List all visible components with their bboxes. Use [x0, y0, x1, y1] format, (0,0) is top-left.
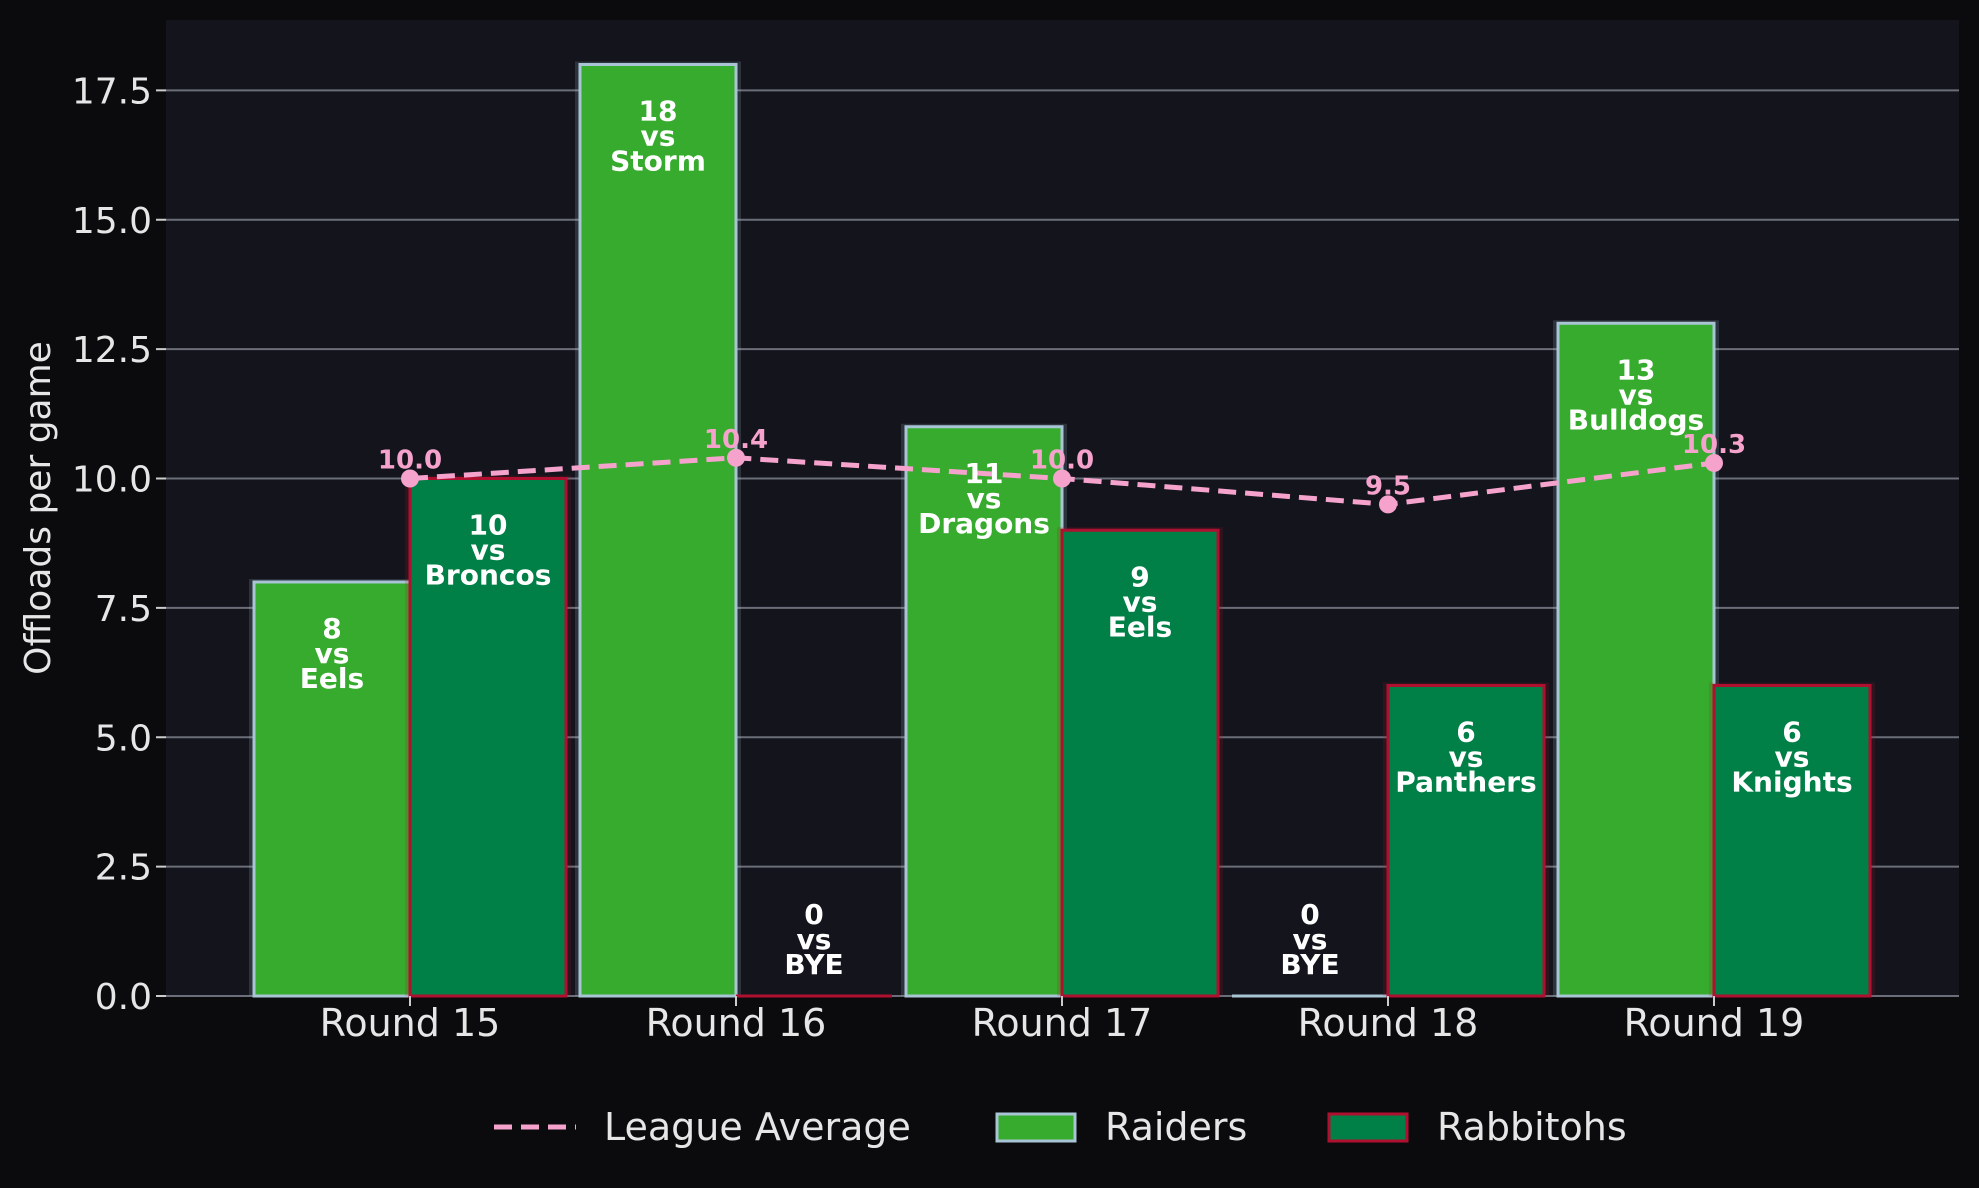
bar-value-label: Broncos	[425, 559, 552, 592]
bar-value-label: Eels	[1108, 610, 1172, 643]
legend: League Average Raiders Rabbitohs	[494, 1105, 1627, 1149]
bar-value-label: Bulldogs	[1568, 403, 1704, 436]
league-average-value-label: 10.0	[378, 446, 442, 476]
league-average-value-label: 10.3	[1682, 430, 1746, 460]
x-tick-label: Round 18	[1298, 1001, 1479, 1045]
league-average-point	[1379, 495, 1397, 514]
bar-value-label: 0	[804, 898, 823, 931]
bar-raiders-round-17	[904, 425, 1064, 998]
league-average-point	[1053, 469, 1071, 488]
bar-value-label: 11	[965, 457, 1004, 490]
bar-value-label: 8	[322, 612, 341, 645]
x-axis-ticks: Round 15 Round 16 Round 17 Round 18 Round 19	[320, 996, 1805, 1045]
y-tick-label: 15.0	[72, 201, 152, 242]
legend-rabbitohs-label: Rabbitohs	[1437, 1105, 1627, 1149]
bar-value-label: vs	[641, 120, 676, 153]
bar-value-label: 18	[639, 95, 678, 128]
bar-value-label: 6	[1782, 716, 1801, 749]
bar-value-label: Dragons	[918, 507, 1050, 540]
bar-labels: 8vsEels10vsBroncos18vsStorm0vsBYE11vsDra…	[300, 95, 1853, 982]
legend-raiders-swatch	[995, 1112, 1077, 1143]
y-tick-label: 12.5	[72, 330, 152, 371]
bar-value-label: BYE	[1280, 948, 1339, 981]
bar-value-label: vs	[967, 482, 1002, 515]
bar-value-label: 6	[1456, 716, 1475, 749]
bar-rabbitohs-round-15	[408, 477, 568, 998]
bar-value-label: vs	[1775, 741, 1810, 774]
bar-value-label: vs	[797, 923, 832, 956]
bar-value-label: vs	[1293, 923, 1328, 956]
bar-value-label: vs	[315, 637, 350, 670]
league-average-point	[401, 469, 419, 488]
y-axis-title: Offloads per game	[18, 341, 59, 675]
league-average-value-label: 10.0	[1030, 446, 1094, 476]
league-average-point	[1705, 453, 1723, 472]
legend-raiders-label: Raiders	[1105, 1105, 1247, 1149]
y-tick-label: 5.0	[95, 718, 152, 759]
y-tick-label: 7.5	[95, 589, 152, 630]
bar-value-label: Knights	[1731, 766, 1852, 799]
bar-rabbitohs-round-17	[1060, 528, 1220, 998]
bar-value-label: 10	[469, 509, 508, 542]
bar-value-label: Panthers	[1395, 766, 1536, 799]
y-tick-label: 17.5	[72, 71, 152, 112]
bar-rabbitohs-round-18	[1386, 684, 1546, 998]
bar-value-label: Storm	[610, 145, 706, 178]
bar-value-label: 9	[1130, 560, 1149, 593]
x-tick-label: Round 16	[646, 1001, 827, 1045]
y-tick-label: 0.0	[95, 977, 152, 1018]
bar-value-label: vs	[471, 534, 506, 567]
bar-value-label: BYE	[784, 948, 843, 981]
bar-raiders-round-19	[1556, 321, 1716, 998]
league-average-value-label: 9.5	[1365, 471, 1411, 501]
x-tick-label: Round 17	[972, 1001, 1153, 1045]
legend-league-average-label: League Average	[604, 1105, 911, 1149]
bars	[249, 61, 1875, 998]
legend-rabbitohs-swatch	[1327, 1112, 1409, 1143]
y-tick-label: 10.0	[72, 460, 152, 501]
league-average-value-label: 10.4	[704, 425, 768, 455]
bar-value-label: vs	[1123, 585, 1158, 618]
bar-value-label: vs	[1449, 741, 1484, 774]
y-tick-label: 2.5	[95, 848, 152, 889]
bar-rabbitohs-round-19	[1712, 684, 1872, 998]
league-average-line	[401, 448, 1723, 514]
bar-value-label: 13	[1617, 353, 1656, 386]
x-tick-label: Round 15	[320, 1001, 501, 1045]
bar-value-label: 0	[1300, 898, 1319, 931]
bar-value-label: vs	[1619, 378, 1654, 411]
bar-raiders-round-16	[578, 63, 738, 998]
bar-value-label: Eels	[300, 662, 364, 695]
league-average-labels: 10.0 10.4 10.0 9.5 10.3	[378, 425, 1746, 502]
x-tick-label: Round 19	[1624, 1001, 1805, 1045]
bar-raiders-round-15	[252, 580, 412, 998]
y-axis-ticks: 0.0 2.5 5.0 7.5 10.0 12.5 15.0 17.5	[72, 71, 166, 1018]
league-average-point	[727, 448, 745, 467]
